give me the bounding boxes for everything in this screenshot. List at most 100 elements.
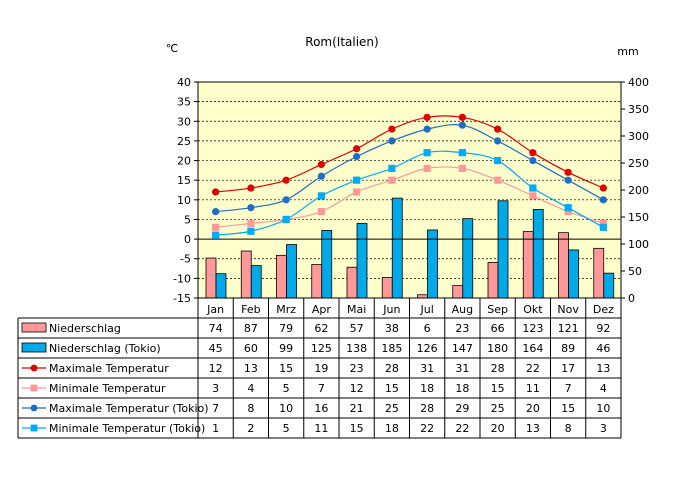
table-cell: 6 [424,322,431,335]
table-cell: 25 [491,402,505,415]
line-point [599,223,607,231]
line-point [529,156,537,165]
x-tick-label: Jan [206,303,224,316]
line-point [353,176,361,184]
table-cell: 18 [385,422,399,435]
bar-niederschlag-tokio [286,244,297,299]
legend-key-marker [30,384,38,392]
line-point [599,184,607,192]
table-cell: 21 [350,402,364,415]
x-tick-label: Nov [557,303,579,316]
bar-niederschlag-tokio [321,230,333,299]
table-cell: 185 [381,342,402,355]
bar-niederschlag [205,257,217,299]
table-cell: 123 [522,322,543,335]
bar-niederschlag-tokio [391,197,403,299]
left-tick-label: 0 [184,233,191,246]
left-tick-label: 40 [177,76,191,89]
right-tick-label: 350 [628,103,649,116]
table-cell: 15 [561,402,575,415]
table-cell: 92 [596,322,610,335]
table-cell: 89 [561,342,575,355]
bar-niederschlag [311,264,323,299]
line-point [388,176,396,184]
table-cell: 121 [558,322,579,335]
line-point [317,208,325,216]
legend-key [21,342,47,353]
left-tick-label: 30 [177,115,191,128]
table-cell: 16 [314,402,328,415]
table-cell: 23 [455,322,469,335]
line-point [423,149,431,157]
line-point [212,223,220,231]
left-tick-label: 10 [177,194,191,207]
bar-niederschlag-tokio [250,265,262,299]
left-tick-label: 5 [184,213,191,226]
table-cell: 126 [417,342,438,355]
bar-niederschlag [240,250,252,299]
line-point [353,145,361,153]
x-tick-label: Feb [241,303,260,316]
bar-niederschlag [522,231,534,299]
table-cell: 66 [491,322,505,335]
line-point [247,184,255,192]
table-cell: 7 [565,382,572,395]
table-cell: 23 [350,362,364,375]
bar-niederschlag-tokio [532,209,544,299]
legend-label: Maximale Temperatur [49,362,169,375]
line-point [282,215,290,224]
table-cell: 13 [244,362,258,375]
table-cell: 7 [212,402,219,415]
table-cell: 18 [455,382,469,395]
table-cell: 87 [244,322,258,335]
left-tick-label: 15 [177,174,191,187]
table-cell: 7 [318,382,325,395]
line-point [458,149,466,157]
line-point [423,125,431,133]
bar-niederschlag [346,266,358,299]
line-point [353,188,361,196]
line-point [494,125,502,133]
x-tick-label: Jun [382,303,400,316]
bar-niederschlag [381,277,393,299]
left-tick-label: 35 [177,96,191,109]
line-point [529,184,537,192]
table-cell: 125 [311,342,332,355]
table-cell: 45 [209,342,223,355]
table-cell: 138 [346,342,367,355]
table-cell: 5 [283,382,290,395]
table-cell: 10 [279,402,293,415]
table-cell: 22 [526,362,540,375]
bar-niederschlag-tokio [356,223,368,299]
table-cell: 28 [491,362,505,375]
line-point [388,125,396,133]
line-point [317,172,325,180]
line-point [282,176,290,184]
line-point [317,192,325,200]
bar-niederschlag [487,261,499,299]
data-table: Niederschlag 74 87 79 62 57 38 6 23 66 123 121 92Nie… [17,298,622,439]
table-cell: 15 [350,422,364,435]
table-cell: 22 [455,422,469,435]
line-point [423,113,431,121]
table-cell: 8 [565,422,572,435]
right-tick-label: 100 [628,238,649,251]
table-cell: 147 [452,342,473,355]
table-cell: 15 [279,362,293,375]
table-cell: 164 [522,342,543,355]
x-tick-label: Sep [487,303,508,316]
table-cell: 29 [455,402,469,415]
line-point [529,192,537,200]
legend-label: Niederschlag (Tokio) [49,342,161,355]
table-cell: 10 [596,402,610,415]
table-cell: 20 [526,402,540,415]
bar-niederschlag-tokio [603,272,615,299]
table-cell: 79 [279,322,293,335]
right-tick-label: 300 [628,130,649,143]
line-point [247,227,255,235]
table-cell: 5 [283,422,290,435]
table-cell: 11 [526,382,540,395]
table-cell: 31 [420,362,434,375]
table-cell: 8 [247,402,254,415]
